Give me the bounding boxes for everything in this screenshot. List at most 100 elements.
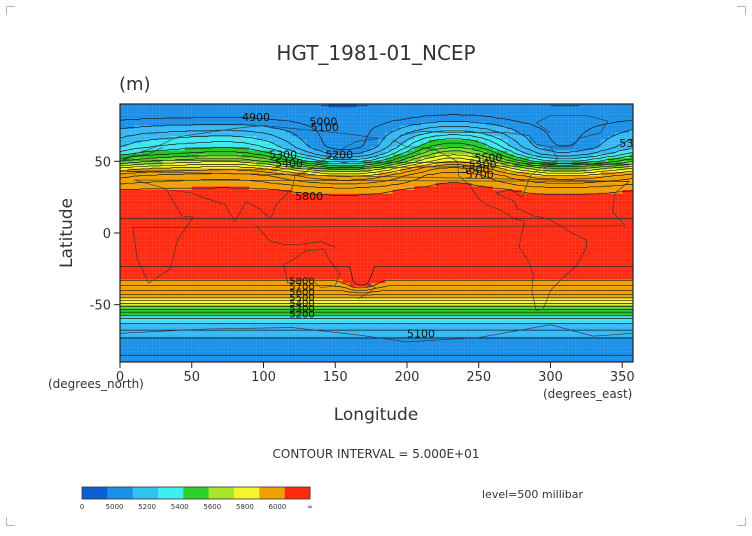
- field-cell: [127, 347, 135, 352]
- field-cell: [464, 179, 473, 184]
- field-cell: [514, 229, 523, 234]
- field-cell: [629, 190, 633, 195]
- field-cell: [450, 186, 458, 191]
- field-cell: [227, 154, 236, 159]
- field-cell: [148, 132, 157, 137]
- field-cell: [529, 190, 537, 195]
- field-cell: [335, 164, 343, 170]
- field-cell: [292, 322, 300, 327]
- field-cell: [213, 268, 222, 273]
- field-cell: [543, 225, 552, 230]
- field-cell: [464, 268, 473, 273]
- field-cell: [249, 293, 257, 299]
- field-cell: [557, 247, 566, 252]
- field-cell: [163, 340, 171, 345]
- field-cell: [263, 193, 272, 198]
- field-cell: [564, 276, 573, 281]
- field-cell: [335, 286, 343, 291]
- field-cell: [543, 118, 552, 123]
- field-cell: [163, 215, 171, 220]
- field-cell: [335, 200, 343, 205]
- field-cell: [457, 319, 465, 324]
- field-cell: [579, 222, 587, 227]
- field-cell: [342, 157, 351, 162]
- field-cell: [593, 240, 602, 245]
- field-cell: [155, 265, 164, 270]
- field-cell: [220, 315, 229, 320]
- field-cell: [478, 250, 487, 256]
- field-cell: [629, 279, 633, 284]
- field-cell: [184, 161, 193, 166]
- field-cell: [206, 132, 214, 137]
- field-cell: [478, 333, 487, 338]
- field-cell: [543, 139, 552, 144]
- field-cell: [249, 297, 257, 302]
- field-cell: [399, 136, 408, 141]
- field-cell: [378, 222, 387, 227]
- field-cell: [170, 211, 178, 216]
- field-cell: [163, 172, 171, 177]
- field-cell: [478, 143, 487, 148]
- field-cell: [399, 290, 408, 295]
- field-cell: [579, 139, 587, 144]
- field-cell: [256, 333, 265, 338]
- field-cell: [320, 297, 329, 302]
- field-cell: [629, 240, 633, 245]
- field-cell: [242, 136, 250, 141]
- field-cell: [313, 233, 322, 238]
- field-cell: [543, 233, 552, 238]
- field-cell: [493, 182, 501, 187]
- field-cell: [521, 326, 530, 331]
- field-cell: [435, 179, 444, 184]
- field-cell: [442, 265, 451, 270]
- field-cell: [148, 136, 157, 141]
- field-cell: [313, 258, 322, 263]
- field-cell: [213, 286, 222, 291]
- field-cell: [206, 114, 214, 119]
- field-cell: [550, 301, 559, 306]
- field-cell: [428, 114, 437, 119]
- field-cell: [285, 293, 293, 299]
- field-cell: [485, 311, 494, 316]
- field-cell: [450, 107, 458, 112]
- field-cell: [378, 154, 387, 159]
- field-cell: [198, 301, 207, 306]
- field-cell: [356, 190, 365, 195]
- field-cell: [134, 272, 143, 277]
- field-cell: [170, 121, 178, 127]
- field-cell: [428, 326, 437, 331]
- field-cell: [292, 279, 300, 284]
- field-cell: [342, 301, 351, 306]
- field-cell: [435, 172, 444, 177]
- field-cell: [155, 125, 164, 130]
- field-cell: [299, 197, 308, 202]
- field-cell: [371, 326, 379, 331]
- field-cell: [191, 179, 200, 184]
- field-cell: [629, 286, 633, 291]
- field-cell: [134, 229, 143, 234]
- field-cell: [163, 351, 171, 356]
- field-cell: [342, 118, 351, 123]
- field-cell: [184, 136, 193, 141]
- field-cell: [342, 215, 351, 220]
- field-cell: [507, 121, 516, 127]
- field-cell: [471, 218, 480, 223]
- field-cell: [493, 286, 501, 291]
- field-cell: [500, 319, 509, 324]
- field-cell: [184, 258, 193, 263]
- field-cell: [242, 297, 250, 302]
- field-cell: [277, 182, 286, 187]
- field-cell: [464, 336, 473, 342]
- field-cell: [536, 154, 544, 159]
- field-cell: [421, 215, 430, 220]
- field-cell: [134, 136, 143, 141]
- field-cell: [134, 308, 143, 313]
- field-cell: [155, 243, 164, 248]
- field-cell: [478, 240, 487, 245]
- field-cell: [299, 344, 308, 349]
- field-cell: [148, 172, 157, 177]
- field-cell: [277, 211, 286, 216]
- field-cell: [586, 236, 595, 241]
- field-cell: [155, 319, 164, 324]
- field-cell: [392, 225, 401, 230]
